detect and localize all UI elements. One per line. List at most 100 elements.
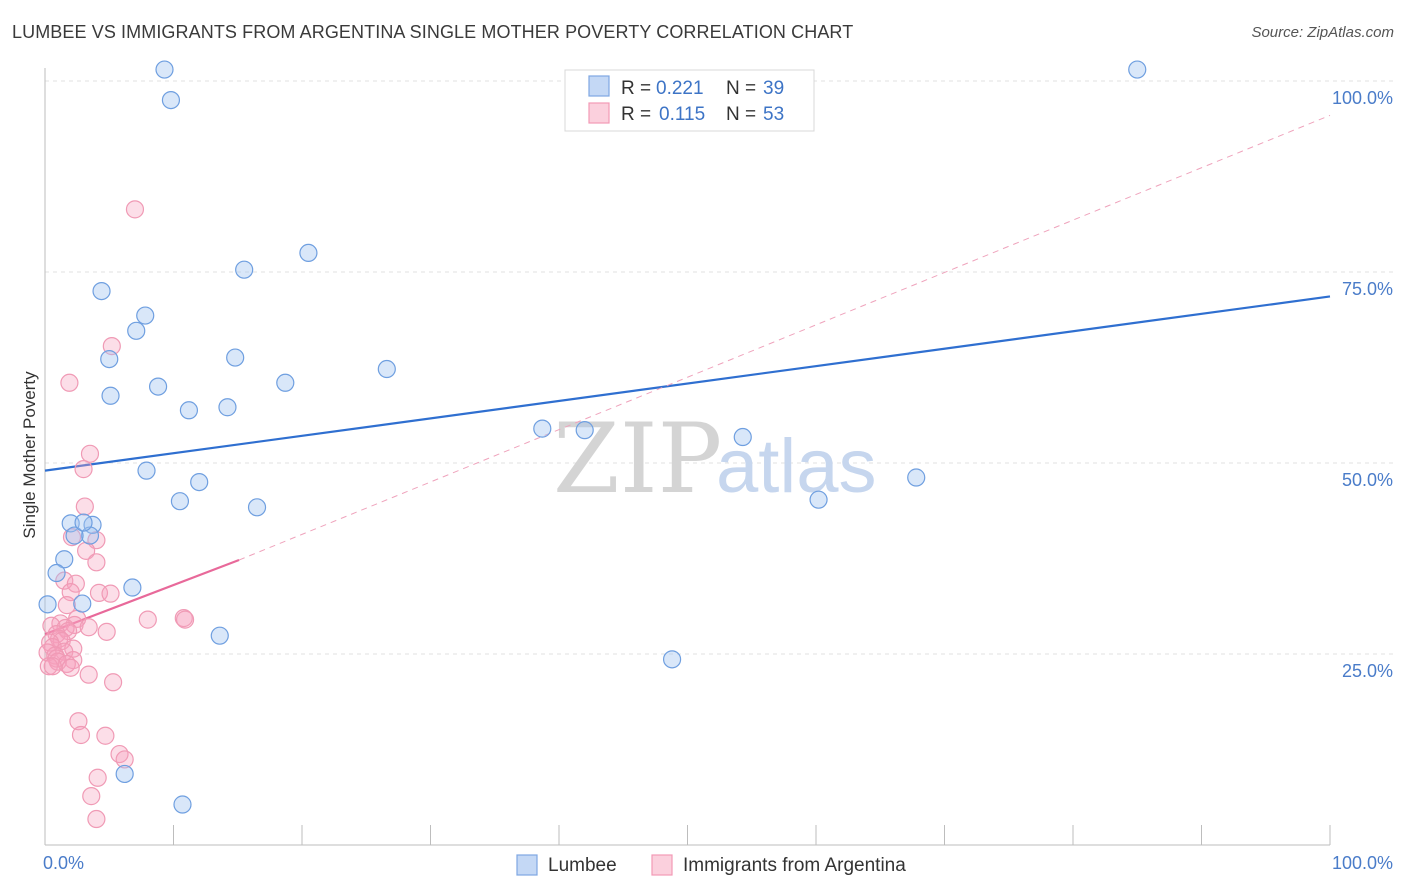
point-argentina <box>96 726 115 745</box>
trendline-lumbee <box>44 295 1331 472</box>
point-argentina <box>60 373 79 392</box>
point-lumbee <box>137 461 156 480</box>
tick-labels: 25.0% 50.0% 75.0% 100.0% 0.0% 100.0% <box>43 88 1393 873</box>
trendline-argentina-extension <box>238 114 1331 561</box>
point-lumbee <box>38 595 57 614</box>
top-legend-r-value-2: 0.115 <box>659 104 705 125</box>
point-lumbee <box>190 473 209 492</box>
point-argentina <box>138 610 157 629</box>
point-argentina <box>104 673 123 692</box>
point-argentina <box>82 787 101 806</box>
point-lumbee <box>733 427 752 447</box>
point-argentina <box>125 200 145 219</box>
top-legend-n-label-2: N = <box>726 104 756 125</box>
point-argentina <box>39 657 58 676</box>
point-lumbee <box>809 490 828 509</box>
point-argentina <box>97 622 116 641</box>
top-legend-n-label-1: N = <box>726 78 756 99</box>
point-argentina <box>61 658 80 677</box>
point-argentina <box>110 744 129 764</box>
axes <box>44 68 1331 846</box>
point-lumbee <box>101 386 120 405</box>
bottom-legend-swatch-lumbee <box>516 854 538 876</box>
bottom-legend-label-lumbee: Lumbee <box>548 855 617 876</box>
y-tick-label: 100.0% <box>1332 88 1393 108</box>
point-lumbee <box>377 359 396 379</box>
point-lumbee <box>907 468 926 487</box>
top-legend-r-value-1: 0.221 <box>656 78 704 99</box>
point-lumbee <box>210 626 229 645</box>
watermark-atlas: atlas <box>716 424 877 509</box>
point-lumbee <box>161 90 181 110</box>
point-lumbee <box>218 398 237 417</box>
point-lumbee <box>148 377 168 396</box>
point-lumbee <box>173 795 192 814</box>
point-lumbee <box>247 498 267 517</box>
bottom-legend-swatch-argentina <box>651 854 673 876</box>
point-lumbee <box>155 60 174 79</box>
point-lumbee <box>533 419 552 438</box>
point-argentina <box>88 768 107 787</box>
point-argentina <box>69 712 88 731</box>
top-legend: R = 0.221 N = 39 R = 0.115 N = 53 <box>564 69 815 132</box>
trendline-argentina <box>44 559 240 636</box>
point-lumbee <box>662 650 682 669</box>
y-tick-label: 75.0% <box>1342 279 1393 299</box>
y-tick-label: 25.0% <box>1342 661 1393 681</box>
watermark-zip: ZIP <box>553 403 722 515</box>
top-legend-r-label-2: R = <box>621 104 651 125</box>
point-lumbee <box>115 764 134 784</box>
point-lumbee <box>1128 60 1147 79</box>
y-axis-label: Single Mother Poverty <box>20 371 39 539</box>
point-argentina <box>80 444 100 463</box>
point-argentina <box>87 553 106 572</box>
point-lumbee <box>100 349 119 369</box>
point-argentina <box>175 610 195 629</box>
point-lumbee <box>170 492 190 511</box>
top-legend-n-value-2: 53 <box>763 104 784 125</box>
point-lumbee <box>55 550 74 569</box>
watermark: ZIP atlas <box>553 403 877 515</box>
x-tick-label: 100.0% <box>1332 853 1393 873</box>
point-lumbee <box>65 526 84 545</box>
bottom-legend: Lumbee Immigrants from Argentina <box>516 854 906 876</box>
data-points <box>38 60 1147 829</box>
top-legend-r-label-1: R = <box>621 78 651 99</box>
point-lumbee <box>276 373 295 392</box>
point-argentina <box>77 541 96 560</box>
top-legend-swatch-argentina <box>588 102 610 124</box>
point-lumbee <box>299 243 318 262</box>
point-lumbee <box>123 578 142 597</box>
point-argentina <box>57 596 76 615</box>
point-argentina <box>55 571 74 590</box>
point-argentina <box>101 584 120 603</box>
point-argentina <box>79 665 98 684</box>
top-legend-swatch-lumbee <box>588 75 610 97</box>
point-lumbee <box>179 401 199 420</box>
point-argentina <box>87 809 106 829</box>
point-argentina <box>43 657 62 676</box>
chart-source: Source: ZipAtlas.com <box>1251 24 1394 41</box>
point-lumbee <box>127 321 146 340</box>
x-tick-label: 0.0% <box>43 853 84 873</box>
point-lumbee <box>92 282 111 301</box>
point-argentina <box>74 460 93 479</box>
bottom-legend-label-argentina: Immigrants from Argentina <box>683 855 906 876</box>
point-argentina <box>71 725 91 745</box>
point-argentina <box>75 497 94 516</box>
point-lumbee <box>47 563 66 583</box>
point-lumbee <box>226 348 245 367</box>
point-argentina <box>115 750 134 769</box>
point-lumbee <box>136 306 155 325</box>
top-legend-n-value-1: 39 <box>763 78 784 99</box>
point-lumbee <box>73 594 92 613</box>
point-argentina <box>79 618 98 637</box>
point-lumbee <box>235 260 254 279</box>
trendlines <box>44 114 1331 636</box>
gridlines <box>45 80 1393 655</box>
point-lumbee <box>575 421 594 440</box>
y-tick-label: 50.0% <box>1342 470 1393 490</box>
point-lumbee <box>74 513 93 532</box>
chart-title: LUMBEE VS IMMIGRANTS FROM ARGENTINA SING… <box>12 22 854 42</box>
